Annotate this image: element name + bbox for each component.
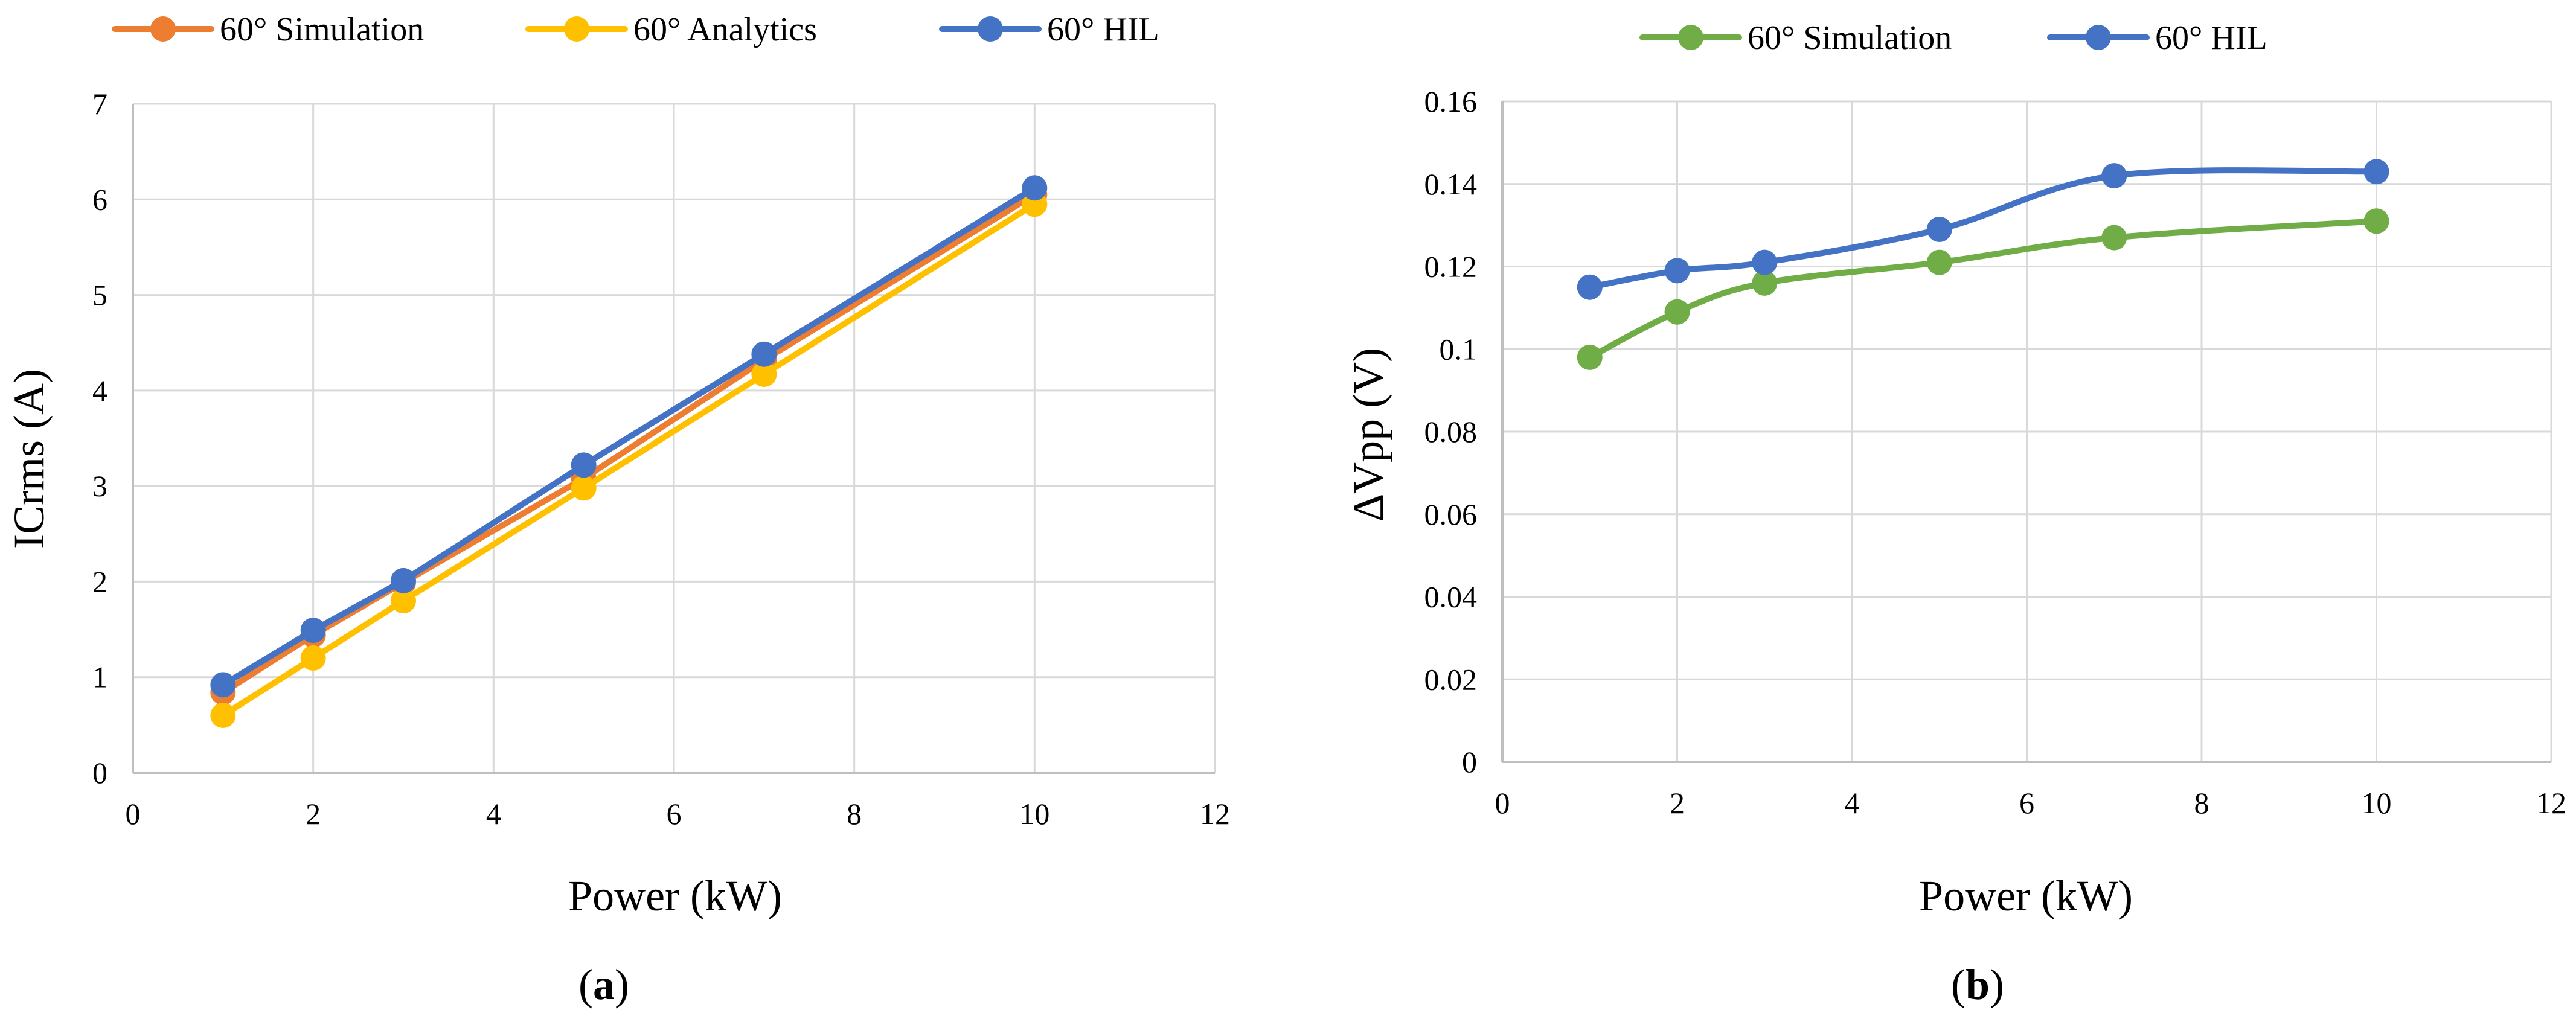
chart-a-point-60-hil bbox=[210, 672, 236, 698]
chart-a-x-tick-label: 4 bbox=[486, 797, 501, 831]
chart-a-point-60-hil bbox=[1022, 175, 1048, 201]
chart-b-axes bbox=[1501, 101, 2551, 763]
panel-label-a-open: ( bbox=[578, 960, 593, 1009]
chart-a-y-tick-label: 3 bbox=[92, 469, 107, 503]
chart-b-x-tick-label: 10 bbox=[2362, 786, 2392, 820]
chart-a-legend-label-60-analytics: 60° Analytics bbox=[633, 11, 817, 48]
chart-a-x-tick-label: 8 bbox=[847, 797, 862, 831]
chart-b-point-60-simulation bbox=[1926, 249, 1952, 275]
chart-a-legend-swatch-marker-60-hil bbox=[978, 16, 1003, 42]
chart-a-x-tick-label: 0 bbox=[126, 797, 141, 831]
chart-a-series-line-60-analytics bbox=[220, 201, 1038, 719]
chart-b-point-60-hil bbox=[1664, 258, 1690, 284]
chart-b-legend-label-60-simulation: 60° Simulation bbox=[1748, 19, 1952, 57]
chart-a-x-tick-label: 6 bbox=[667, 797, 682, 831]
chart-b-point-60-simulation bbox=[1752, 270, 1778, 296]
panel-label-b-close: ) bbox=[1990, 960, 2004, 1009]
chart-b-point-60-simulation bbox=[2101, 225, 2127, 251]
chart-b-point-60-simulation bbox=[2363, 208, 2389, 234]
panel-label-a-close: ) bbox=[615, 960, 629, 1009]
panel-label-b-letter: b bbox=[1966, 960, 1990, 1009]
chart-a-y-tick-label: 7 bbox=[92, 87, 107, 121]
chart-b-y-tick-label: 0.06 bbox=[1424, 497, 1478, 531]
chart-a-x-tick-label: 10 bbox=[1019, 797, 1049, 831]
chart-a-y-tick-label: 1 bbox=[92, 660, 107, 694]
chart-b-point-60-hil bbox=[1752, 249, 1778, 275]
chart-a-y-axis-title: ICrms (A) bbox=[5, 369, 53, 549]
chart-b-legend-swatch-marker-60-hil bbox=[2086, 25, 2111, 50]
chart-a-legend-swatch-marker-60-analytics bbox=[564, 16, 589, 42]
chart-a-y-tick-label: 4 bbox=[92, 374, 107, 407]
chart-a-series-line-60-simulation bbox=[220, 191, 1038, 696]
chart-b-x-tick-label: 8 bbox=[2194, 786, 2209, 820]
chart-a-legend-swatch-marker-60-simulation bbox=[150, 16, 176, 42]
chart-b-y-tick-label: 0.04 bbox=[1424, 580, 1478, 614]
chart-b-legend-label-60-hil: 60° HIL bbox=[2155, 19, 2267, 57]
chart-a-point-60-analytics bbox=[571, 475, 597, 501]
chart-b-y-tick-label: 0.12 bbox=[1424, 250, 1478, 284]
chart-b-series-line-60-simulation bbox=[1586, 218, 2380, 360]
panel-label-b-open: ( bbox=[1951, 960, 1966, 1009]
panel-label-a: (a) bbox=[578, 960, 629, 1009]
chart-a-point-60-hil bbox=[300, 618, 326, 644]
chart-b-x-tick-label: 6 bbox=[2019, 786, 2034, 820]
chart-b-y-axis-title: ΔVpp (V) bbox=[1344, 348, 1392, 522]
chart-a-x-axis-title: Power (kW) bbox=[568, 872, 782, 920]
chart-a-point-60-hil bbox=[571, 452, 597, 478]
chart-b-legend-swatch-marker-60-simulation bbox=[1678, 25, 1703, 50]
chart-a-legend: 60° Simulation 60° Analytics 60° HIL bbox=[112, 11, 1159, 48]
chart-a-axes bbox=[132, 104, 1215, 774]
chart-a-y-tick-label: 0 bbox=[92, 756, 107, 790]
chart-b-x-tick-label: 12 bbox=[2536, 786, 2566, 820]
panel-label-b: (b) bbox=[1951, 960, 2004, 1009]
chart-a-point-60-analytics bbox=[391, 588, 416, 614]
chart-b-point-60-simulation bbox=[1664, 299, 1690, 325]
chart-b-x-axis-title: Power (kW) bbox=[1919, 872, 2133, 920]
chart-b-point-60-hil bbox=[2363, 159, 2389, 185]
chart-a-point-60-hil bbox=[391, 567, 416, 593]
panel-label-a-letter: a bbox=[593, 960, 615, 1009]
chart-b-legend: 60° Simulation 60° HIL bbox=[1639, 19, 2267, 57]
chart-a-point-60-analytics bbox=[210, 703, 236, 729]
chart-a-series bbox=[210, 175, 1048, 729]
chart-b-y-tick-label: 0 bbox=[1462, 745, 1477, 779]
chart-a-point-60-analytics bbox=[300, 645, 326, 671]
chart-b-y-tick-label: 0.08 bbox=[1424, 415, 1478, 449]
chart-b-x-tick-label: 4 bbox=[1845, 786, 1860, 820]
chart-b-y-tick-label: 0.16 bbox=[1424, 85, 1478, 118]
chart-b-point-60-simulation bbox=[1577, 344, 1603, 370]
chart-b-point-60-hil bbox=[1577, 274, 1603, 300]
chart-b-y-tick-label: 0.02 bbox=[1424, 662, 1478, 696]
chart-panel-b: 0 0.02 0.04 0.06 0.08 0.1 0.12 0.14 0.16 0 2 4 6 8 10 1… bbox=[1344, 19, 2566, 1009]
chart-b-tick-labels: 0 0.02 0.04 0.06 0.08 0.1 0.12 0.14 0.16 0 2 4 6 8 10 1… bbox=[1424, 85, 2567, 820]
chart-a-point-60-analytics bbox=[751, 361, 777, 387]
chart-a-y-tick-label: 5 bbox=[92, 278, 107, 312]
chart-a-x-tick-label: 2 bbox=[306, 797, 321, 831]
chart-a-legend-label-60-hil: 60° HIL bbox=[1047, 11, 1159, 48]
chart-a-series-line-60-hil bbox=[220, 185, 1038, 688]
chart-a-point-60-hil bbox=[751, 341, 777, 367]
chart-b-point-60-hil bbox=[1926, 216, 1952, 242]
chart-a-x-tick-label: 12 bbox=[1200, 797, 1230, 831]
chart-b-x-tick-label: 0 bbox=[1495, 786, 1510, 820]
chart-b-y-tick-label: 0.14 bbox=[1424, 167, 1478, 201]
chart-b-y-tick-label: 0.1 bbox=[1440, 332, 1478, 366]
chart-b-series bbox=[1577, 159, 2389, 370]
chart-a-legend-label-60-simulation: 60° Simulation bbox=[220, 11, 424, 48]
chart-b-point-60-hil bbox=[2101, 163, 2127, 189]
chart-b-x-tick-label: 2 bbox=[1670, 786, 1685, 820]
chart-a-y-tick-label: 2 bbox=[92, 564, 107, 598]
chart-a-y-tick-label: 6 bbox=[92, 182, 107, 216]
